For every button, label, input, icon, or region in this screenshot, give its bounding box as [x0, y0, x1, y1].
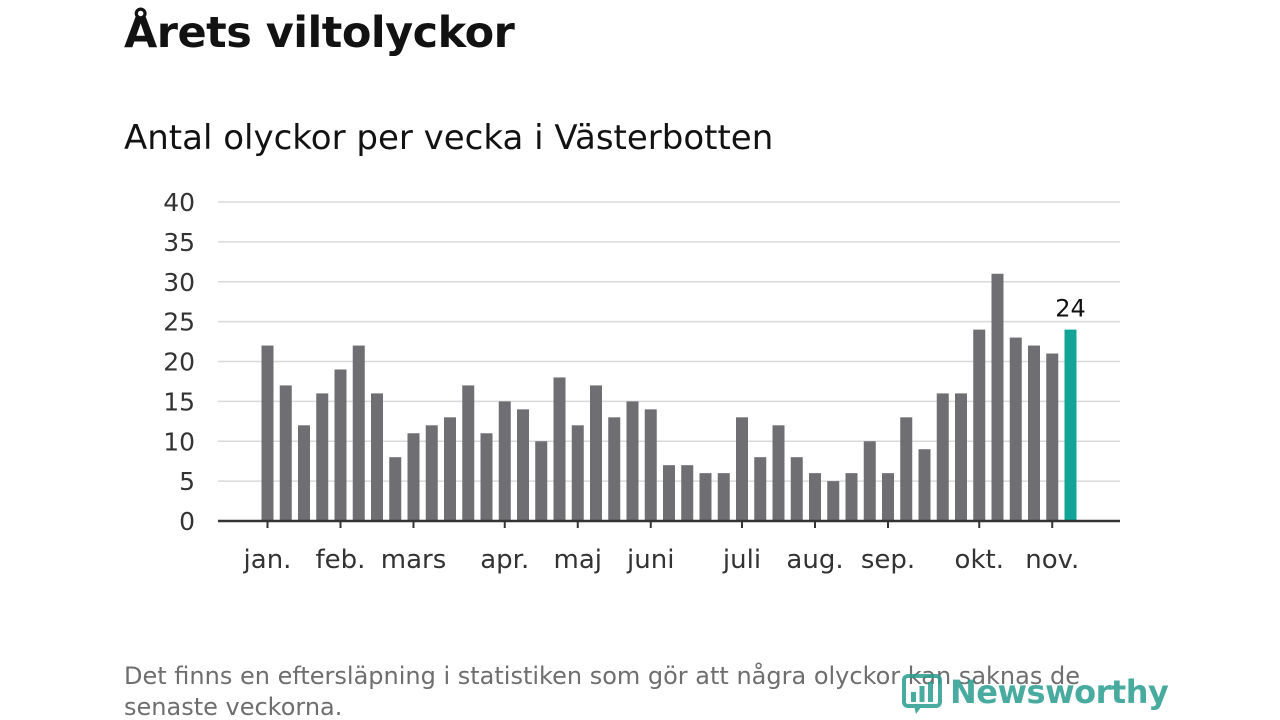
bar	[316, 393, 329, 521]
bar	[955, 393, 967, 521]
y-tick-label: 10	[163, 427, 195, 456]
newsworthy-logo: Newsworthy	[902, 670, 1169, 714]
bar	[754, 457, 767, 521]
bar	[936, 393, 949, 521]
bar	[663, 465, 675, 521]
bar	[298, 425, 310, 521]
x-tick-label: sep.	[861, 545, 915, 575]
bar	[608, 417, 621, 521]
y-tick-label: 30	[163, 268, 195, 297]
bar-highlight	[1064, 329, 1077, 521]
bar	[717, 473, 730, 521]
y-tick-label: 15	[163, 387, 195, 416]
bar	[973, 329, 986, 521]
bar	[736, 417, 748, 521]
bar	[918, 449, 931, 521]
y-tick-label: 5	[179, 467, 195, 496]
x-tick-label: apr.	[480, 545, 529, 575]
x-tick-label: aug.	[786, 545, 843, 575]
bar	[1046, 353, 1059, 521]
bar	[882, 473, 894, 521]
bar	[517, 409, 529, 521]
logo-text: Newsworthy	[950, 673, 1169, 711]
y-tick-label: 25	[163, 308, 195, 337]
x-tick-label: juli	[722, 545, 761, 575]
chart-title: Årets viltolyckor	[124, 8, 515, 58]
bar	[644, 409, 657, 521]
y-tick-label: 40	[163, 188, 195, 217]
bar	[571, 425, 584, 521]
x-tick-label: juni	[626, 545, 674, 575]
y-tick-label: 0	[179, 507, 195, 536]
bar	[352, 345, 365, 521]
bar	[827, 481, 840, 521]
bar	[845, 473, 858, 521]
bar	[480, 433, 493, 521]
bar	[425, 425, 438, 521]
bar	[626, 401, 639, 521]
y-tick-label: 20	[163, 348, 195, 377]
bar	[535, 441, 548, 521]
x-tick-label: mars	[381, 545, 447, 575]
bar	[772, 425, 785, 521]
bar	[790, 457, 803, 521]
bar	[699, 473, 712, 521]
x-tick-label: okt.	[955, 545, 1004, 575]
bar	[498, 401, 511, 521]
bar	[371, 393, 383, 521]
x-tick-label: jan.	[243, 545, 292, 575]
bar	[900, 417, 913, 521]
x-tick-label: feb.	[316, 545, 366, 575]
newsworthy-chart-icon	[902, 674, 942, 714]
bar	[444, 417, 456, 521]
bar	[389, 457, 402, 521]
bar	[553, 377, 566, 521]
x-tick-label: maj	[554, 545, 602, 575]
bar	[991, 273, 1004, 521]
bar-value-label: 24	[1055, 295, 1086, 323]
bar	[809, 473, 821, 521]
bar	[1009, 337, 1022, 521]
bar	[261, 345, 274, 521]
bar	[334, 369, 347, 521]
bar	[863, 441, 876, 521]
bar	[681, 465, 694, 521]
bar	[1028, 345, 1040, 521]
chart-subtitle: Antal olyckor per vecka i Västerbotten	[124, 118, 774, 158]
bar	[462, 385, 475, 521]
x-tick-label: nov.	[1025, 545, 1079, 575]
bar	[590, 385, 602, 521]
bar	[279, 385, 292, 521]
bar	[407, 433, 420, 521]
y-tick-label: 35	[163, 228, 195, 257]
